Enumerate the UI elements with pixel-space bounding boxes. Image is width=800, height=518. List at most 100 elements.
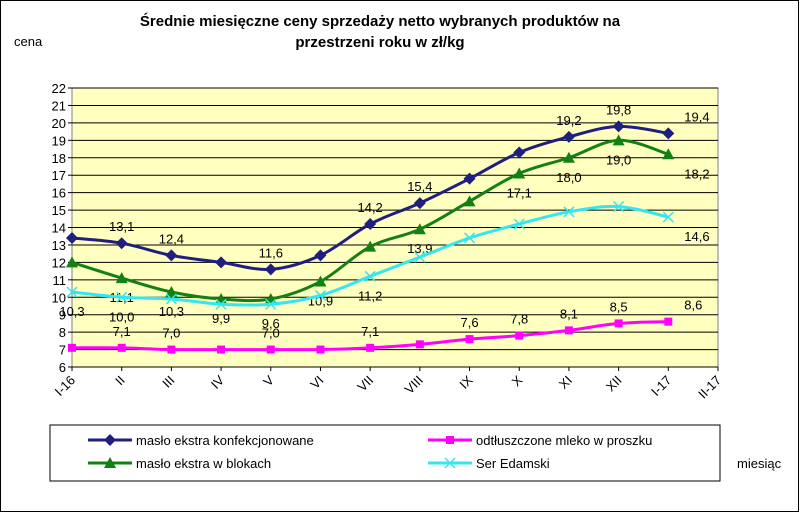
y-tick-label: 19	[52, 133, 66, 148]
data-point	[515, 331, 524, 340]
legend-marker	[104, 457, 116, 468]
data-point	[115, 237, 128, 250]
data-label: 17,1	[507, 185, 532, 200]
data-label: 8,6	[684, 298, 702, 313]
y-tick-label: 15	[52, 203, 66, 218]
y-tick-label: 22	[52, 81, 66, 96]
data-point	[117, 343, 126, 352]
y-tick-label: 10	[52, 290, 66, 305]
data-point	[413, 223, 426, 235]
data-point	[314, 289, 326, 302]
data-point	[664, 317, 673, 326]
data-point	[613, 201, 625, 213]
data-point	[614, 319, 623, 328]
data-label: 9,6	[262, 316, 280, 331]
data-label: 19,0	[606, 152, 631, 167]
data-point	[314, 249, 327, 262]
legend-marker	[446, 436, 454, 444]
data-label: 7,0	[162, 326, 180, 341]
data-point	[662, 211, 674, 223]
data-label: 18,2	[684, 166, 709, 181]
data-point	[413, 197, 426, 210]
data-point	[266, 345, 275, 354]
data-point	[364, 270, 376, 282]
y-tick-label: 20	[52, 116, 66, 131]
y-tick-label: 17	[52, 168, 66, 183]
y-tick-label: 8	[59, 325, 66, 340]
data-label: 14,2	[357, 200, 382, 215]
data-label: 7,8	[510, 312, 528, 327]
legend-label: masło ekstra w blokach	[136, 456, 271, 471]
data-point	[366, 343, 375, 352]
legend-label: Ser Edamski	[476, 456, 550, 471]
data-point	[165, 249, 178, 262]
data-label: 8,5	[610, 299, 628, 314]
y-tick-label: 7	[59, 343, 66, 358]
data-point	[265, 298, 277, 310]
data-point	[513, 146, 526, 159]
data-label: 7,6	[460, 315, 478, 330]
y-tick-label: 13	[52, 238, 66, 253]
data-point	[167, 345, 176, 354]
data-point	[415, 340, 424, 349]
data-label: 7,1	[113, 324, 131, 339]
y-tick-label: 11	[53, 273, 67, 288]
y-tick-label: 12	[52, 255, 66, 270]
data-point	[165, 286, 178, 298]
data-label: 19,8	[606, 102, 631, 117]
data-point	[264, 263, 277, 276]
y-tick-label: 21	[52, 98, 66, 113]
data-point	[612, 120, 625, 133]
data-point	[66, 256, 78, 268]
data-label: 10,3	[159, 304, 184, 319]
data-point	[314, 275, 327, 287]
data-point	[215, 298, 227, 310]
data-label: 19,2	[556, 113, 581, 128]
y-tick-label: 9	[59, 308, 66, 323]
y-tick-label: 16	[52, 186, 66, 201]
data-point	[364, 240, 377, 252]
data-point	[463, 172, 476, 185]
y-tick-label: 14	[52, 221, 66, 236]
x-axis-label: miesiąc	[737, 456, 782, 471]
data-point	[562, 130, 575, 143]
data-point	[465, 335, 474, 344]
data-label: 8,1	[560, 306, 578, 321]
data-label: 7,1	[361, 324, 379, 339]
legend-label: odtłuszczone mleko w proszku	[476, 433, 652, 448]
data-point	[68, 343, 76, 352]
data-point	[364, 218, 377, 231]
data-label: 11,6	[259, 245, 283, 260]
data-point	[66, 286, 78, 298]
data-label: 10,3	[59, 304, 84, 319]
data-point	[414, 251, 426, 263]
data-label: 13,9	[407, 241, 432, 256]
data-label: 13,1	[109, 219, 134, 234]
data-point	[215, 256, 228, 269]
data-point	[217, 345, 226, 354]
data-label: 18,0	[556, 170, 581, 185]
y-tick-label: 6	[59, 360, 66, 375]
data-point	[115, 272, 128, 284]
data-point	[66, 231, 78, 244]
chart-title: przestrzeni roku w zł/kg	[295, 34, 464, 51]
data-point	[513, 218, 525, 230]
data-label: 10,0	[109, 309, 134, 324]
data-label: 11,2	[358, 288, 382, 303]
data-point	[662, 148, 675, 160]
data-label: 15,4	[407, 179, 432, 194]
data-label: 9,9	[212, 311, 230, 326]
legend-marker	[444, 457, 456, 469]
data-point	[116, 291, 128, 303]
data-point	[662, 127, 675, 140]
data-point	[463, 195, 476, 207]
data-point	[316, 345, 325, 354]
y-tick-label: 18	[52, 151, 66, 166]
data-point	[165, 293, 177, 305]
data-point	[612, 134, 625, 146]
chart-title: Średnie miesięczne ceny sprzedaży netto …	[140, 12, 621, 30]
legend-marker	[104, 434, 116, 446]
y-axis-label: cena	[14, 34, 43, 49]
data-point	[563, 206, 575, 218]
